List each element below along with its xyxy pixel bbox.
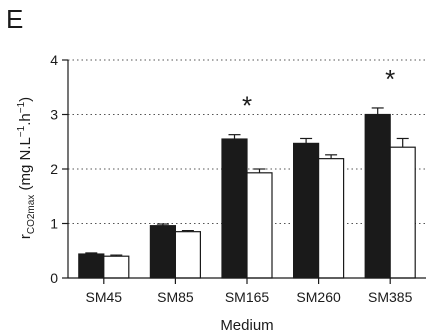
y-tick-label: 1 xyxy=(50,216,58,232)
bar-series-1-SM45 xyxy=(78,253,105,279)
y-tick-label: 4 xyxy=(50,52,58,68)
bar-series-2-SM85 xyxy=(174,231,201,279)
bar-series-1-SM85 xyxy=(149,225,176,279)
x-tick-label: SM45 xyxy=(86,289,123,305)
bars xyxy=(78,107,416,279)
y-axis-title-part: ) xyxy=(17,97,34,102)
bar-series-2-SM260 xyxy=(318,158,345,279)
bar-series-2-SM45 xyxy=(103,255,130,279)
x-axis-title: Medium xyxy=(220,317,273,334)
significance-marker: * xyxy=(385,64,395,94)
axes xyxy=(62,59,426,284)
x-tick-label: SM385 xyxy=(368,289,413,305)
significance-marker: * xyxy=(242,91,252,121)
bar-series-1-SM385 xyxy=(364,113,391,279)
y-tick-label: 0 xyxy=(50,270,58,286)
y-axis-title: rCO2max (mg N.L−1.h−1) xyxy=(16,97,37,239)
x-tick-label: SM260 xyxy=(296,289,341,305)
bar-series-2-SM165 xyxy=(246,172,273,279)
panel-label: E xyxy=(6,4,24,34)
y-axis-title-part: r xyxy=(17,234,34,239)
y-tick-label: 2 xyxy=(50,161,58,177)
y-axis-title-part: .h xyxy=(17,113,34,126)
x-tick-label: SM85 xyxy=(157,289,194,305)
bar-series-1-SM165 xyxy=(221,138,248,279)
y-axis-title-part: (mg N.L xyxy=(17,137,34,195)
y-axis-title-part: −1 xyxy=(16,125,27,137)
bar-series-1-SM260 xyxy=(293,142,320,279)
x-tick-label: SM165 xyxy=(225,289,270,305)
y-axis-title-part: −1 xyxy=(16,101,27,113)
tick-labels: 0 1 2 3 4 SM45 SM85 SM165 * SM260 SM385 * xyxy=(50,52,412,305)
y-tick-label: 3 xyxy=(50,107,58,123)
y-axis-title-part: CO2max xyxy=(26,195,37,234)
bar-series-2-SM385 xyxy=(389,146,416,279)
